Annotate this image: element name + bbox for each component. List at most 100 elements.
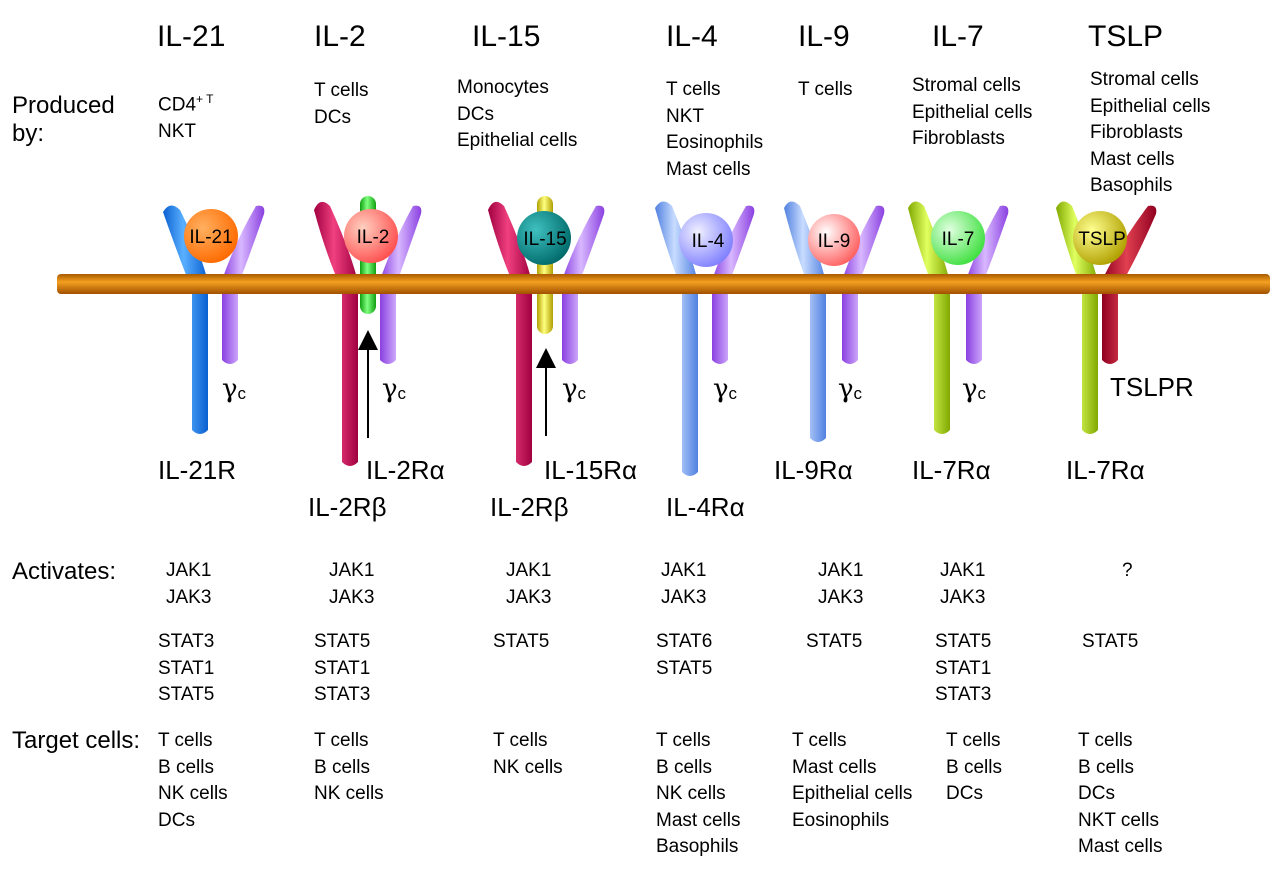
list-item: Monocytes [457,77,549,98]
gamma-c-chain [966,205,1009,364]
il4ra-chain [655,201,698,477]
produced-by-il9: T cells [798,77,853,104]
ligand-tslp-ball [1073,211,1127,265]
list-item: CD4+ T [158,92,214,116]
targets-il15: T cells NK cells [493,730,563,778]
ligand-il4-label: IL-4 [692,231,725,252]
stat-il15: STAT5 [493,631,550,652]
receptor-il4: IL-4 [655,201,755,477]
produced-by-il2: T cells DCs [314,78,369,131]
jak-il9: JAK1 JAK3 [818,560,864,608]
produced-by-il7: Stromal cells Epithelial cells Fibroblas… [912,73,1032,153]
jak-il2: JAK1 JAK3 [329,560,375,608]
jak-il7: JAK1 JAK3 [940,560,986,608]
targets-il9: T cells Mast cells Epithelial cells Eosinop… [792,730,913,831]
receptor-label-il2rb-2: IL-2Rβ [490,492,569,522]
stat-il7: STAT5 STAT1 STAT3 [935,631,992,705]
ligand-tslp-label: TSLP [1078,229,1126,250]
receptor-label-tslpr: TSLPR [1110,372,1194,402]
receptor-label-il7ra-tslp: IL-7Rα [1066,455,1145,485]
list-item: Epithelial cells [1090,95,1211,117]
receptor-il9: IL-9 [784,201,885,442]
receptor-il15: IL-15 [488,196,605,467]
cytokine-title-il4: IL-4 [666,20,718,53]
cytokine-title-il9: IL-9 [798,20,850,53]
list-item: Stromal cells [912,75,1021,96]
activates-label: Activates: [12,558,117,585]
ligand-il21-ball [184,209,238,263]
stat-il21: STAT3 STAT1 STAT5 [158,631,215,705]
cytokine-title-il7: IL-7 [932,20,984,53]
ligand-il4-ball [679,213,733,267]
ligand-il2-label: IL-2 [357,227,390,248]
ligand-il7-label: IL-7 [942,229,975,250]
list-item: Eosinophils [666,132,764,153]
il21r-chain [163,205,208,434]
gamma-c-label-il15: γc [562,374,587,404]
list-item: DCs [314,106,351,128]
jak-il15: JAK1 JAK3 [506,560,552,608]
gamma-c-chain [712,205,755,364]
receptor-label-il9ra: IL-9Rα [774,455,853,485]
receptor-label-il2ra: IL-2Rα [366,455,445,485]
receptor-tslp: TSLP [1056,201,1157,434]
ligand-il9-ball [808,214,860,266]
jak-il21: JAK1 JAK3 [166,560,212,608]
list-item: Stromal cells [1090,69,1199,90]
ligand-il2-ball [344,209,398,263]
receptor-label-il15ra: IL-15Rα [544,455,638,485]
jak-il4: JAK1 JAK3 [661,560,707,608]
list-item: Basophils [1090,175,1173,196]
gamma-c-label-il7: γc [962,374,987,404]
list-item: Epithelial cells [912,101,1033,123]
list-item: NKT [666,105,704,127]
il2rb-chain [314,201,358,467]
list-item: T cells [666,79,721,100]
receptor-label-il7ra: IL-7Rα [912,455,991,485]
tslpr-chain [1102,205,1157,364]
list-item: T cells [314,80,369,101]
receptor-il21: IL-21 [163,205,265,434]
ligand-il15-ball [517,211,571,265]
receptor-label-il4ra: IL-4Rα [666,492,745,522]
stat-il9: STAT5 [806,631,863,652]
receptor-label-il2rb: IL-2Rβ [308,492,387,522]
produced-by-il15: Monocytes DCs Epithelial cells [457,75,577,155]
il2rb-chain [488,201,532,467]
il9ra-chain [784,201,826,442]
targets-il4: T cells B cells NK cells Mast cells Basophil… [656,730,741,857]
targets-il2: T cells B cells NK cells [314,730,384,804]
ligand-il21-label: IL-21 [189,227,232,248]
receptor-il7: IL-7 [908,201,1009,434]
produced-by-il21: CD4+ T NKT [158,86,213,145]
gamma-c-chain [380,205,422,364]
gamma-c-label-il4: γc [713,374,738,404]
list-item: Mast cells [666,158,751,180]
cell-membrane [57,274,1270,294]
receptor-il2: IL-2 [314,196,422,467]
produced-by-label: Produced by: [12,92,115,147]
jak-tslp: ? [1122,560,1133,581]
targets-il7: T cells B cells DCs [946,730,1002,804]
receptor-label-il21r: IL-21R [158,455,237,485]
cytokine-title-tslp: TSLP [1088,20,1164,53]
stat-il4: STAT6 STAT5 [656,631,713,679]
ligand-il7-ball [931,211,985,265]
gamma-c-chain [222,205,265,364]
cytokine-title-il2: IL-2 [314,20,366,53]
gamma-c-label-il21: γc [222,374,247,404]
cytokine-title-il15: IL-15 [472,20,541,53]
ligand-il9-label: IL-9 [818,231,851,252]
list-item: Fibroblasts [912,128,1005,149]
cytokine-title-il21: IL-21 [157,20,226,53]
list-item: T cells [798,79,853,100]
list-item: NKT [158,120,196,142]
stat-tslp: STAT5 [1082,631,1139,652]
produced-by-tslp: Stromal cells Epithelial cells Fibroblas… [1090,67,1210,200]
targets-il21: T cells B cells NK cells DCs [158,730,228,831]
gamma-c-chain [562,205,605,364]
receptor-diagram: IL-21 IL-2 IL-15 IL-4 IL-9 IL-7 [57,196,1270,477]
list-item: Fibroblasts [1090,122,1183,143]
list-item: DCs [457,103,494,125]
targets-tslp: T cells B cells DCs NKT cells Mast cells [1078,730,1163,857]
